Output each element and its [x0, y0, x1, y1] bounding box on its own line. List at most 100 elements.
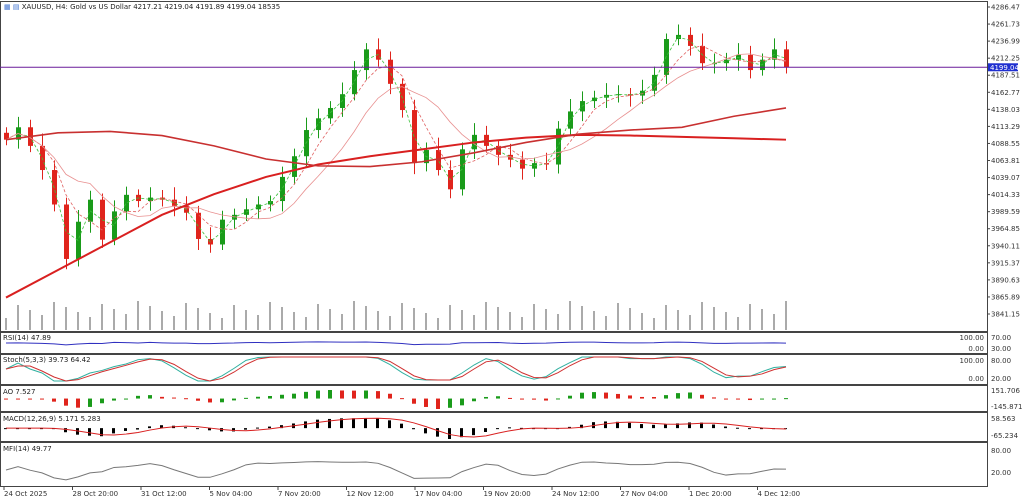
ao-bar: [496, 396, 500, 399]
candle-body: [280, 176, 285, 202]
indicator-tick-label: 100.00: [960, 357, 985, 365]
ao-bar: [148, 395, 152, 399]
ao-bar: [16, 398, 20, 400]
macd-bar: [316, 419, 319, 429]
candle-body: [328, 107, 333, 119]
candle-body: [640, 90, 645, 96]
pane-frame-0: [0, 1, 988, 332]
macd-bar: [736, 427, 739, 429]
candle-body: [712, 63, 717, 65]
candle-body: [664, 39, 669, 75]
price-tick-label: 4212.25: [991, 55, 1020, 63]
candle-body: [340, 94, 345, 108]
volume: 18535: [257, 3, 281, 11]
macd-bar: [88, 428, 91, 436]
time-tick-label: 31 Oct 12:00: [141, 490, 187, 498]
rsi-label: RSI(14) 47.89: [3, 334, 52, 342]
price-tick-label: 4113.29: [991, 123, 1020, 131]
macd-bar: [400, 423, 403, 429]
pane-frame-2: [0, 354, 988, 385]
price-tick-label: 3865.89: [991, 293, 1020, 301]
time-tick-label: 19 Nov 20:00: [484, 490, 531, 498]
macd-bar: [640, 424, 643, 429]
candle-body: [436, 150, 441, 171]
pane-frame-3: [0, 385, 988, 412]
rsi-line: [5, 341, 787, 346]
ao-bar: [28, 398, 32, 400]
indicator-tick-label: 58.563: [991, 415, 1016, 423]
current-price-label: 4199.04: [990, 64, 1019, 72]
candle-body: [724, 59, 729, 64]
macd-bar: [244, 428, 247, 430]
time-tick-label: 12 Nov 12:00: [347, 490, 394, 498]
pane-frame-1: [0, 332, 988, 354]
time-tick-label: 24 Nov 12:00: [552, 490, 599, 498]
macd-bar: [340, 418, 343, 429]
candle-body: [256, 204, 261, 210]
candle-body: [616, 94, 621, 96]
ao-bar: [256, 396, 260, 399]
macd-signal-line: [6, 417, 787, 438]
mfi-label: MFI(14) 49.77: [3, 445, 52, 453]
pane-frame-5: [0, 442, 988, 487]
macd-label: MACD(12,26,9) 5.171 5.283: [3, 415, 101, 423]
macd-bar: [760, 428, 763, 430]
candle-body: [508, 154, 513, 160]
ma-long-line: [5, 133, 787, 299]
ao-bar: [784, 398, 788, 400]
candle-body: [652, 74, 657, 91]
macd-bar: [484, 428, 487, 432]
price-tick-label: 4138.03: [991, 106, 1020, 114]
macd-bar: [184, 427, 187, 429]
price-tick-label: 4088.55: [991, 140, 1020, 148]
ao-bar: [208, 398, 212, 403]
price-tick-label: 3940.11: [991, 242, 1020, 250]
candle-body: [520, 159, 525, 169]
candle-body: [220, 219, 225, 245]
ao-bar: [64, 398, 68, 406]
indicator-tick-label: 100.00: [960, 334, 985, 342]
candle-body: [352, 70, 357, 95]
price-tick-label: 4014.33: [991, 191, 1020, 199]
candle-body: [592, 97, 597, 102]
macd-bar: [652, 424, 655, 429]
indicator-tick-label: 70.00: [991, 334, 1011, 342]
macd-bar: [724, 426, 727, 429]
price-tick-label: 3915.37: [991, 259, 1020, 267]
macd-bar: [568, 426, 571, 429]
indicator-tick-label: 20.00: [991, 469, 1011, 477]
stoch-signal-line: [5, 356, 787, 382]
ao-bar: [268, 395, 272, 399]
ao-bar: [604, 392, 608, 399]
candle-body: [172, 199, 177, 206]
macd-bar: [460, 428, 463, 438]
ao-bar: [244, 397, 248, 399]
indicator-tick-label: -145.871: [991, 403, 1022, 411]
macd-bar: [136, 428, 139, 430]
ao-bar: [220, 398, 224, 403]
ao-bar: [508, 397, 512, 399]
macd-bar: [232, 428, 235, 432]
indicator-tick-label: 0.00: [968, 345, 984, 353]
macd-bar: [616, 421, 619, 429]
indicator-tick-label: 80.00: [991, 447, 1011, 455]
price-tick-label: 3989.59: [991, 208, 1020, 216]
indicator-tick-label: 20.00: [991, 375, 1011, 383]
candle-body: [4, 132, 9, 140]
ao-bar: [748, 398, 752, 401]
macd-bar: [448, 428, 451, 439]
ao-bar: [580, 392, 584, 399]
macd-bar: [508, 427, 511, 429]
macd-bar: [376, 418, 379, 429]
candle-body: [184, 205, 189, 213]
ao-bar: [628, 395, 632, 399]
ao-bar: [724, 398, 728, 400]
ao-bar: [688, 392, 692, 399]
ao-bar: [532, 398, 536, 400]
stoch-label: Stoch(5,3,3) 39.73 64.42: [3, 356, 91, 364]
ao-bar: [544, 398, 548, 401]
price-tick-label: 4286.47: [991, 4, 1020, 12]
ao-bar: [340, 390, 344, 399]
